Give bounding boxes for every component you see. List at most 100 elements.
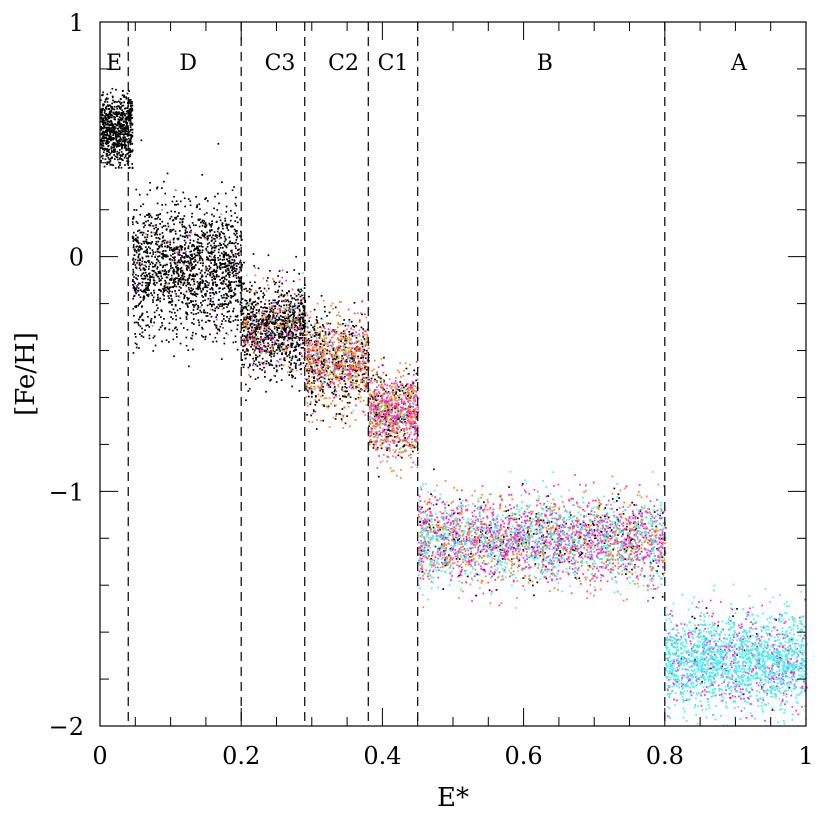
data-point — [156, 218, 158, 220]
data-point — [246, 326, 249, 328]
data-point — [103, 147, 106, 150]
data-point — [353, 355, 355, 358]
data-point — [149, 181, 151, 184]
data-point — [275, 365, 278, 368]
data-point — [113, 148, 115, 151]
data-point — [251, 319, 253, 321]
data-point — [198, 254, 201, 257]
data-point — [112, 164, 115, 167]
data-point — [191, 253, 193, 256]
data-point — [141, 277, 143, 280]
data-point — [336, 354, 339, 357]
data-point — [319, 350, 321, 353]
data-point — [193, 253, 196, 255]
data-point — [364, 353, 366, 355]
data-point — [100, 108, 102, 111]
data-point — [290, 319, 293, 322]
data-point — [308, 375, 310, 378]
data-point — [120, 151, 123, 153]
data-point — [273, 327, 276, 330]
data-point — [291, 306, 294, 308]
data-point — [308, 348, 311, 350]
data-point — [174, 189, 177, 191]
data-point — [231, 189, 234, 192]
data-point — [118, 151, 120, 154]
data-point — [252, 301, 255, 304]
data-point — [257, 324, 260, 327]
data-point — [114, 155, 117, 158]
data-point — [198, 286, 201, 289]
data-point — [141, 257, 144, 260]
data-point — [185, 253, 187, 256]
data-point — [135, 321, 138, 324]
data-point — [162, 266, 164, 269]
data-point — [199, 236, 201, 239]
data-point — [164, 273, 166, 275]
data-point — [219, 325, 222, 328]
data-point — [128, 90, 130, 92]
data-point — [197, 235, 199, 238]
data-point — [183, 275, 186, 278]
data-point — [162, 287, 164, 290]
data-point — [108, 136, 111, 139]
data-point — [366, 334, 369, 337]
data-point — [341, 355, 343, 357]
data-point — [263, 323, 266, 325]
data-point — [249, 318, 251, 320]
data-point — [223, 342, 226, 345]
data-point — [126, 133, 129, 136]
data-point — [295, 326, 297, 328]
data-point — [282, 325, 284, 328]
data-point — [277, 296, 280, 298]
data-point — [307, 354, 309, 357]
data-point — [122, 130, 124, 133]
data-point — [323, 344, 325, 347]
data-point — [346, 401, 349, 404]
data-point — [210, 271, 213, 273]
data-point — [310, 401, 312, 403]
data-point — [347, 308, 350, 311]
data-point — [129, 143, 132, 146]
data-point — [126, 107, 129, 109]
data-point — [365, 316, 368, 319]
data-point — [402, 445, 404, 448]
data-point — [185, 316, 188, 318]
data-point — [250, 333, 252, 336]
data-point — [114, 167, 117, 169]
data-point — [310, 353, 312, 356]
data-point — [131, 107, 134, 110]
data-point — [158, 245, 160, 247]
data-point — [251, 341, 253, 343]
data-point — [367, 321, 370, 323]
data-point — [232, 262, 235, 264]
data-point — [108, 158, 111, 161]
data-point — [190, 231, 192, 234]
data-point — [126, 118, 129, 120]
data-point — [108, 131, 111, 133]
data-point — [321, 348, 323, 351]
data-point — [328, 386, 330, 388]
data-point — [134, 289, 137, 292]
data-point — [357, 346, 359, 348]
data-point — [118, 125, 121, 128]
data-point — [197, 305, 199, 307]
data-point — [148, 334, 151, 337]
data-point — [222, 243, 225, 245]
data-point — [299, 309, 301, 312]
data-point — [322, 325, 325, 328]
data-point — [267, 327, 270, 330]
data-point — [281, 269, 284, 272]
data-point — [281, 329, 284, 332]
data-point — [356, 347, 359, 349]
data-point — [326, 360, 329, 363]
data-point — [324, 331, 327, 333]
data-point — [317, 351, 320, 354]
data-point — [145, 265, 148, 268]
data-point — [344, 339, 346, 342]
data-point — [117, 130, 120, 132]
data-point — [148, 223, 151, 226]
data-point — [154, 316, 156, 319]
data-point — [195, 264, 197, 266]
data-point — [215, 245, 218, 247]
data-point — [337, 326, 339, 329]
